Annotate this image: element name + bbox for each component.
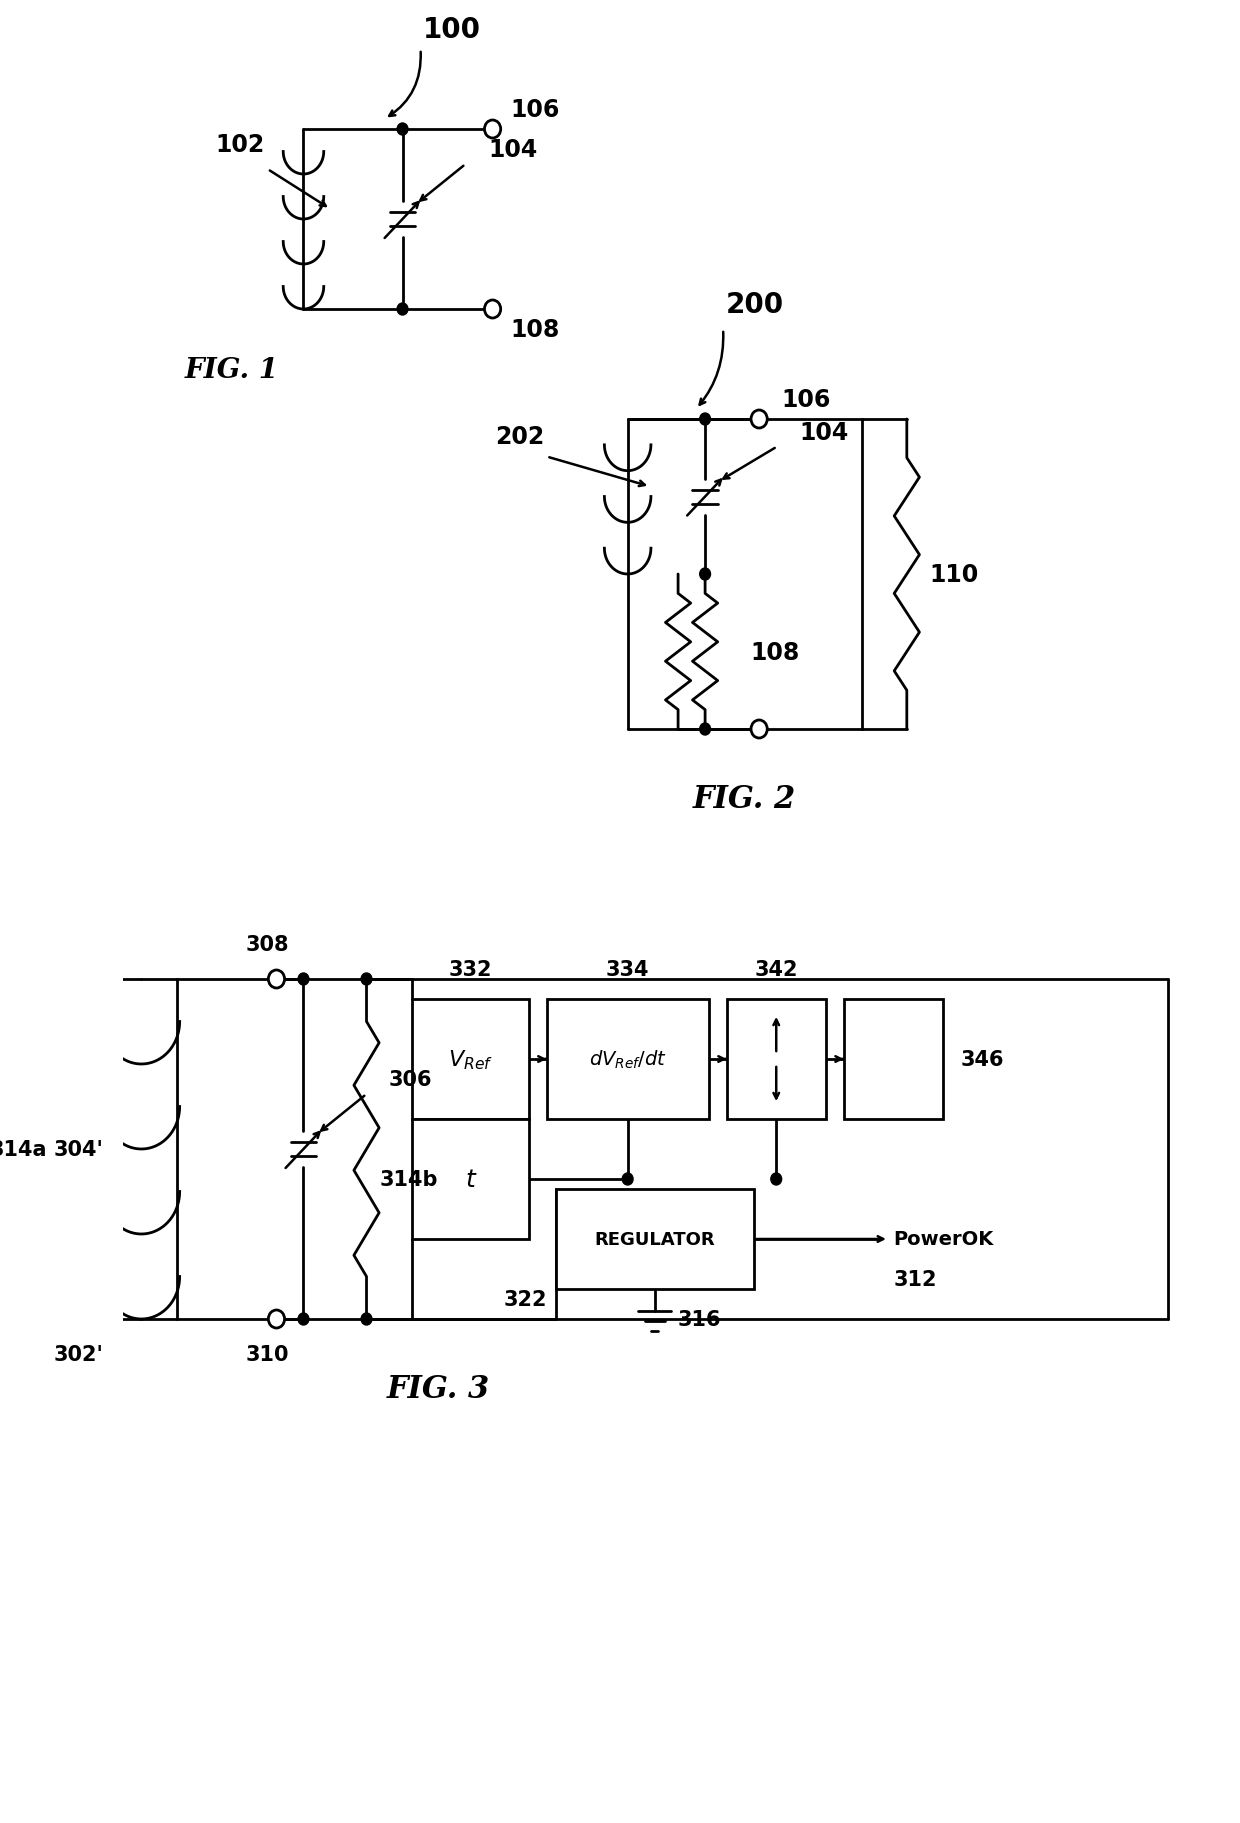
Text: $V_{Ref}$: $V_{Ref}$ — [448, 1048, 492, 1072]
Text: 100: 100 — [423, 16, 481, 44]
Text: 104: 104 — [489, 139, 537, 162]
Circle shape — [82, 1313, 93, 1325]
Text: 106: 106 — [781, 388, 831, 412]
Text: FIG. 1: FIG. 1 — [185, 355, 279, 383]
Circle shape — [298, 1313, 309, 1325]
Text: 310: 310 — [246, 1344, 289, 1364]
Text: 108: 108 — [511, 317, 560, 343]
Text: 346: 346 — [961, 1050, 1004, 1070]
Text: 312: 312 — [893, 1269, 936, 1289]
Bar — [547, 999, 709, 1119]
Text: 110: 110 — [929, 563, 978, 587]
Text: 314a: 314a — [0, 1139, 47, 1159]
Text: 200: 200 — [725, 292, 784, 319]
Text: $dV_{Ref}/dt$: $dV_{Ref}/dt$ — [589, 1048, 667, 1070]
Bar — [843, 999, 942, 1119]
Circle shape — [361, 1313, 372, 1325]
Circle shape — [397, 124, 408, 137]
Bar — [412, 1119, 528, 1240]
Text: 202: 202 — [495, 425, 544, 448]
Circle shape — [361, 973, 372, 986]
Circle shape — [485, 120, 501, 139]
Circle shape — [82, 973, 93, 986]
Text: 308: 308 — [246, 935, 289, 955]
Circle shape — [771, 1174, 781, 1185]
Text: REGULATOR: REGULATOR — [594, 1231, 715, 1249]
Text: 316: 316 — [677, 1309, 720, 1329]
Text: PowerOK: PowerOK — [893, 1231, 993, 1249]
Circle shape — [268, 970, 284, 988]
Circle shape — [485, 301, 501, 319]
Circle shape — [622, 1174, 634, 1185]
Circle shape — [699, 724, 711, 736]
Bar — [412, 999, 528, 1119]
Bar — [727, 999, 826, 1119]
Text: 306: 306 — [389, 1070, 433, 1090]
Circle shape — [751, 720, 768, 738]
Circle shape — [298, 973, 309, 986]
Text: 108: 108 — [750, 640, 800, 664]
Circle shape — [699, 569, 711, 582]
Circle shape — [268, 1311, 284, 1329]
Text: FIG. 2: FIG. 2 — [693, 784, 796, 815]
Text: 332: 332 — [449, 959, 492, 979]
Text: 102: 102 — [216, 133, 265, 157]
Text: FIG. 3: FIG. 3 — [387, 1375, 490, 1406]
Text: 334: 334 — [606, 959, 650, 979]
Circle shape — [397, 304, 408, 315]
Text: 106: 106 — [511, 98, 560, 122]
Circle shape — [751, 410, 768, 428]
Text: 104: 104 — [800, 421, 849, 445]
Text: 342: 342 — [754, 959, 799, 979]
Circle shape — [699, 414, 711, 427]
Text: 314b: 314b — [379, 1169, 439, 1189]
Text: 322: 322 — [503, 1289, 547, 1309]
Text: 304': 304' — [53, 1139, 103, 1159]
Bar — [556, 1189, 754, 1289]
Text: 302': 302' — [53, 1344, 103, 1364]
Text: t: t — [465, 1167, 475, 1192]
